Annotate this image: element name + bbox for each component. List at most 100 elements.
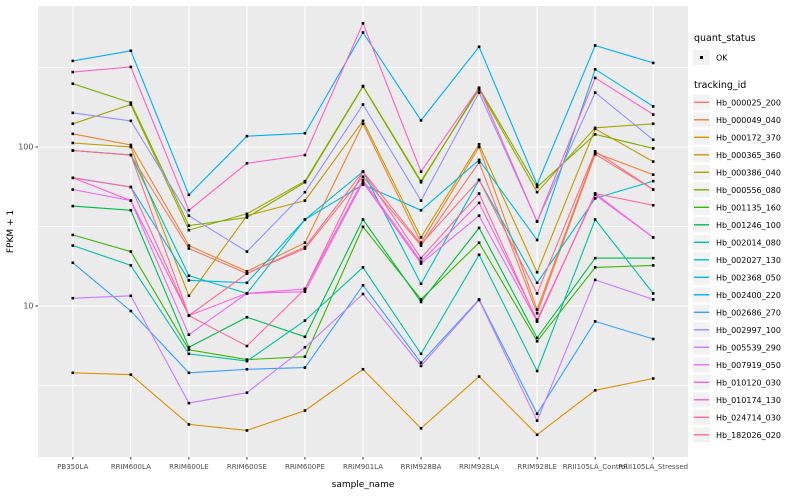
data-point	[71, 59, 75, 63]
legend-item-Hb_002686_270: Hb_002686_270	[693, 304, 781, 320]
legend-item-Hb_000172_370: Hb_000172_370	[693, 129, 781, 145]
data-point	[245, 214, 249, 217]
data-point	[361, 85, 365, 88]
legend-item-Hb_024714_030: Hb_024714_030	[693, 409, 781, 425]
data-point	[245, 272, 249, 275]
data-point	[245, 344, 249, 348]
data-point	[187, 348, 191, 352]
data-point	[303, 290, 307, 294]
data-point	[187, 401, 191, 405]
data-point	[477, 86, 481, 90]
data-point	[419, 282, 423, 286]
y-axis-title: FPKM + 1	[6, 210, 16, 253]
data-point	[187, 244, 191, 247]
data-point	[129, 65, 133, 69]
data-point	[187, 352, 191, 356]
legend-item-label: Hb_000365_360	[716, 151, 781, 160]
data-point	[71, 188, 75, 191]
data-point	[361, 367, 365, 371]
data-point	[245, 429, 249, 432]
data-point	[535, 311, 539, 315]
data-point	[71, 296, 75, 300]
x-tick-label: RRIM928LA	[459, 463, 499, 471]
data-point	[419, 119, 423, 122]
data-point	[535, 369, 539, 373]
data-point	[419, 364, 423, 368]
data-point	[535, 320, 539, 323]
legend-title-quant-status: quant_status	[694, 33, 756, 44]
data-point	[535, 190, 539, 194]
legend-item-Hb_000556_080: Hb_000556_080	[693, 182, 781, 198]
data-point	[593, 68, 597, 71]
data-point	[477, 298, 481, 302]
data-point	[303, 409, 307, 412]
legend-item-label: Hb_010120_030	[716, 378, 781, 387]
data-point	[651, 377, 655, 380]
legend-item-label: Hb_007919_050	[716, 361, 781, 370]
data-point	[361, 119, 365, 123]
legend-item-label: Hb_002686_270	[716, 308, 781, 317]
data-point	[245, 134, 249, 138]
legend-item-Hb_182026_020: Hb_182026_020	[693, 427, 781, 443]
data-point	[71, 149, 75, 152]
data-point	[129, 264, 133, 267]
data-point	[593, 218, 597, 221]
data-point	[303, 199, 307, 202]
data-point	[245, 359, 249, 363]
data-point	[245, 270, 249, 273]
data-point	[129, 250, 133, 253]
data-point	[419, 208, 423, 212]
data-point	[651, 236, 655, 239]
legend-item-label: Hb_001135_160	[716, 203, 781, 212]
legend-item-Hb_000386_040: Hb_000386_040	[693, 164, 781, 180]
legend-item-Hb_005539_290: Hb_005539_290	[693, 339, 781, 355]
legend-item-label: Hb_002027_130	[716, 256, 781, 265]
data-point	[361, 31, 365, 34]
data-point	[419, 256, 423, 260]
data-point	[361, 225, 365, 229]
data-point	[593, 152, 597, 156]
x-tick-label: RRIM600SE	[227, 463, 267, 471]
data-point	[361, 218, 365, 221]
data-point	[303, 218, 307, 221]
data-point	[535, 339, 539, 343]
data-point	[419, 352, 423, 356]
data-point	[419, 170, 423, 173]
data-point	[303, 345, 307, 349]
data-point	[651, 188, 655, 191]
data-point	[303, 241, 307, 245]
data-point	[535, 308, 539, 311]
data-point	[187, 279, 191, 282]
data-point	[593, 266, 597, 269]
legend-item-Hb_002014_080: Hb_002014_080	[693, 234, 781, 250]
data-point	[187, 274, 191, 278]
data-point	[593, 44, 597, 47]
data-point	[187, 333, 191, 336]
data-point	[651, 105, 655, 108]
data-point	[593, 192, 597, 195]
data-point	[361, 292, 365, 296]
data-point	[71, 244, 75, 247]
legend-item-label: Hb_024714_030	[716, 413, 781, 422]
data-point	[71, 122, 75, 126]
data-point	[419, 244, 423, 247]
data-point	[477, 375, 481, 378]
data-point	[71, 141, 75, 145]
data-point	[535, 336, 539, 340]
data-point	[535, 412, 539, 416]
data-point	[361, 283, 365, 287]
data-point	[477, 192, 481, 195]
data-point	[477, 253, 481, 257]
data-point	[245, 367, 249, 371]
data-point	[245, 358, 249, 361]
data-point	[303, 131, 307, 135]
data-point	[477, 158, 481, 162]
data-point	[535, 292, 539, 295]
data-point	[303, 335, 307, 339]
data-point	[593, 320, 597, 323]
legend-item-Hb_002400_220: Hb_002400_220	[693, 287, 781, 303]
data-point	[71, 371, 75, 375]
data-point	[129, 373, 133, 376]
data-point	[71, 204, 75, 208]
